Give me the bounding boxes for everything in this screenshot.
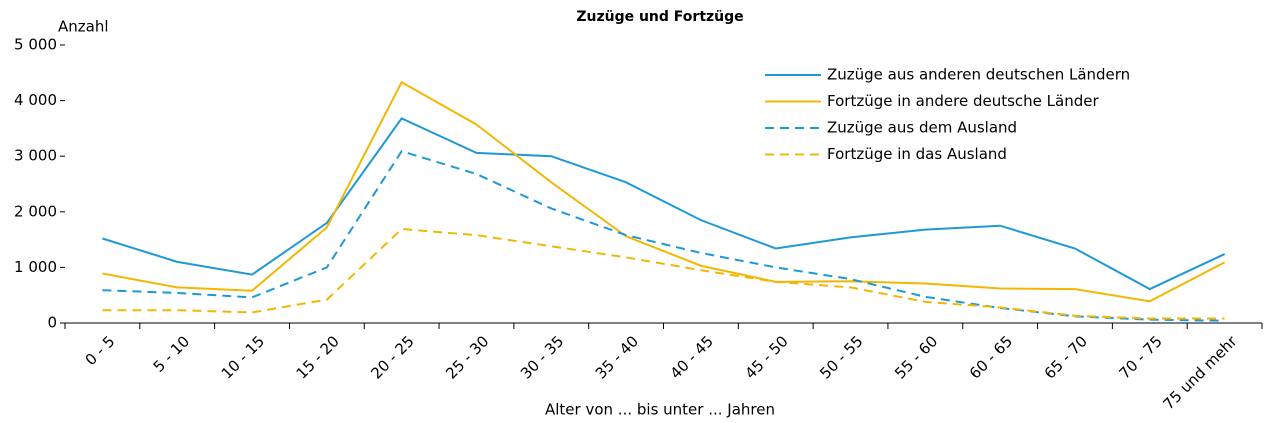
- x-axis-label: Alter von ... bis unter ... Jahren: [545, 401, 775, 419]
- x-tick-label: 60 - 65: [966, 332, 1016, 382]
- x-tick-label: 50 - 55: [816, 332, 866, 382]
- x-tick-label: 15 - 20: [293, 332, 343, 382]
- x-tick-label: 65 - 70: [1041, 332, 1091, 382]
- y-tick-label: 0: [47, 314, 57, 332]
- x-tick-label: 5 - 10: [150, 332, 194, 376]
- series-line: [102, 228, 1225, 320]
- x-tick-label: 70 - 75: [1115, 332, 1165, 382]
- legend-label: Fortzüge in das Ausland: [827, 145, 1007, 163]
- x-tick-label: 75 und mehr: [1160, 332, 1242, 414]
- x-tick-label: 30 - 35: [517, 332, 567, 382]
- legend-label: Zuzüge aus anderen deutschen Ländern: [827, 66, 1130, 84]
- series-line: [102, 150, 1225, 322]
- x-tick-label: 20 - 25: [367, 332, 417, 382]
- legend-label: Fortzüge in andere deutsche Länder: [827, 92, 1099, 110]
- x-tick-label: 0 - 5: [82, 332, 119, 369]
- x-tick-label: 55 - 60: [891, 332, 941, 382]
- x-tick-label: 35 - 40: [592, 332, 642, 382]
- y-tick-label: 4 000: [14, 91, 57, 109]
- series-line: [102, 117, 1226, 291]
- series-line: [102, 80, 1226, 303]
- x-tick-label: 25 - 30: [442, 332, 492, 382]
- x-tick-label: 40 - 45: [667, 332, 717, 382]
- y-tick-label: 3 000: [14, 147, 57, 165]
- y-tick-label: 2 000: [14, 202, 57, 220]
- chart-title: Zuzüge und Fortzüge: [576, 9, 743, 25]
- x-tick-label: 10 - 15: [218, 332, 268, 382]
- legend-label: Zuzüge aus dem Ausland: [827, 119, 1017, 137]
- x-tick-label: 45 - 50: [741, 332, 791, 382]
- y-axis-label: Anzahl: [58, 18, 109, 36]
- y-tick-label: 1 000: [14, 258, 57, 276]
- y-tick-label: 5 000: [14, 36, 57, 54]
